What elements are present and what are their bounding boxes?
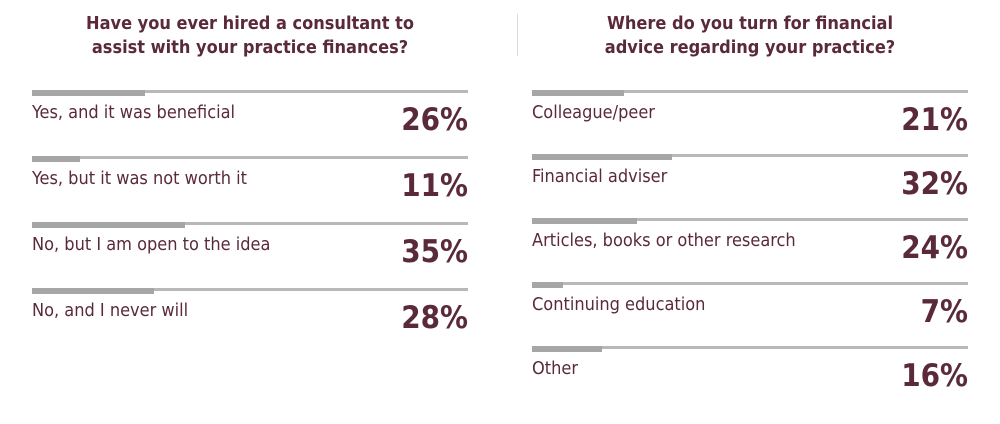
value-label: 28%: [401, 300, 468, 336]
bar-row: Other 16%: [532, 346, 968, 406]
value-label: 35%: [401, 234, 468, 270]
category-label: Continuing education: [532, 294, 706, 315]
value-label: 26%: [401, 102, 468, 138]
bar-track: [532, 282, 968, 285]
bar-row: Yes, and it was beneficial 26%: [32, 90, 468, 150]
bar-row: No, but I am open to the idea 35%: [32, 222, 468, 282]
chart-title-line-1: Have you ever hired a consultant to: [86, 13, 414, 34]
value-label: 24%: [901, 230, 968, 266]
category-label: No, and I never will: [32, 300, 189, 321]
bar-track: [532, 218, 968, 221]
value-label: 21%: [901, 102, 968, 138]
category-label: Yes, and it was beneficial: [32, 102, 236, 123]
bar: [532, 154, 672, 160]
chart-title-line-2: advice regarding your practice?: [604, 37, 896, 58]
bar-track: [32, 156, 468, 159]
category-label: Other: [532, 358, 578, 379]
category-label: Financial adviser: [532, 166, 668, 187]
bar: [532, 90, 624, 96]
bar-row: Yes, but it was not worth it 11%: [32, 156, 468, 216]
bar-track: [532, 154, 968, 157]
bar-row: Colleague/peer 21%: [532, 90, 968, 150]
bar-track: [532, 90, 968, 93]
value-label: 7%: [920, 294, 968, 330]
value-label: 32%: [901, 166, 968, 202]
bar: [532, 218, 637, 224]
bar: [32, 288, 154, 294]
bar-track: [32, 90, 468, 93]
bar-track: [32, 288, 468, 291]
bar: [532, 282, 563, 288]
chart-title: Have you ever hired a consultant to assi…: [32, 12, 468, 60]
value-label: 11%: [401, 168, 468, 204]
chart-title-line-2: assist with your practice finances?: [91, 37, 409, 58]
bar: [32, 156, 80, 162]
value-label: 16%: [901, 358, 968, 394]
category-label: Articles, books or other research: [532, 230, 796, 251]
bar-track: [32, 222, 468, 225]
bar: [532, 346, 602, 352]
category-label: Yes, but it was not worth it: [32, 168, 248, 189]
bar-row: No, and I never will 28%: [32, 288, 468, 348]
category-label: No, but I am open to the idea: [32, 234, 271, 255]
bar-row: Continuing education 7%: [532, 282, 968, 342]
bar-row: Articles, books or other research 24%: [532, 218, 968, 278]
bar-row: Financial adviser 32%: [532, 154, 968, 214]
bar: [32, 222, 185, 228]
chart-title-line-1: Where do you turn for financial: [606, 13, 894, 34]
bar: [32, 90, 145, 96]
category-label: Colleague/peer: [532, 102, 655, 123]
chart-title: Where do you turn for financial advice r…: [532, 12, 968, 60]
bar-track: [532, 346, 968, 349]
panel-divider: [517, 14, 518, 56]
